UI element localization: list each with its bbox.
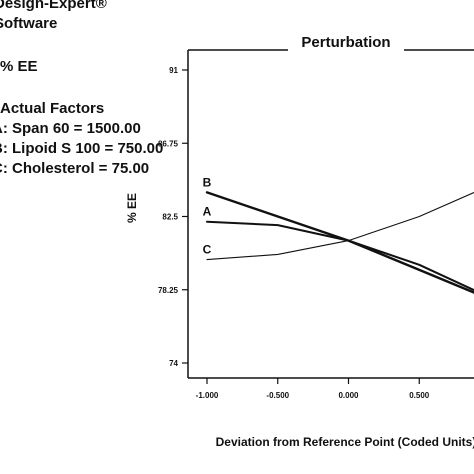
factor-line-b: B: Lipoid S 100 = 750.00 bbox=[0, 140, 164, 157]
software-title: Design-Expert® Software bbox=[0, 0, 107, 32]
factor-line-a: A: Span 60 = 1500.00 bbox=[0, 120, 141, 137]
y-tick-label: 82.5 bbox=[162, 213, 178, 222]
series-line-c bbox=[206, 191, 474, 261]
x-tick-label: -0.500 bbox=[266, 391, 289, 400]
y-tick-label: 78.25 bbox=[158, 286, 179, 295]
y-tick-label: 91 bbox=[169, 66, 178, 75]
series-label-c: C bbox=[203, 243, 212, 257]
y-tick-label: 86.75 bbox=[158, 139, 179, 148]
x-axis-label: Deviation from Reference Point (Coded Un… bbox=[216, 435, 474, 449]
series-label-b: B bbox=[203, 175, 212, 189]
x-tick-label: -1.000 bbox=[196, 391, 219, 400]
x-tick-label: 0.000 bbox=[338, 391, 359, 400]
info-panel: Design-Expert® Software % EE Actual Fact… bbox=[0, 0, 163, 177]
title-background bbox=[288, 30, 404, 52]
factors-title: Actual Factors bbox=[0, 100, 105, 117]
factor-line-c: C: Cholesterol = 75.00 bbox=[0, 160, 150, 177]
axis-ticks: 74 78.25 82.5 86.75 91 -1.000 -0.500 0.000 0.500 bbox=[158, 66, 430, 400]
x-tick-label: 0.500 bbox=[409, 391, 430, 400]
series-lines: A B C bbox=[203, 175, 474, 294]
response-label: % EE bbox=[0, 58, 38, 75]
series-label-a: A bbox=[203, 205, 212, 219]
y-tick-label: 74 bbox=[169, 359, 178, 368]
series-line-b bbox=[205, 191, 474, 294]
y-axis-label: % EE bbox=[125, 193, 139, 223]
chart-title: Perturbation bbox=[301, 34, 390, 51]
series-line-a bbox=[206, 220, 474, 292]
